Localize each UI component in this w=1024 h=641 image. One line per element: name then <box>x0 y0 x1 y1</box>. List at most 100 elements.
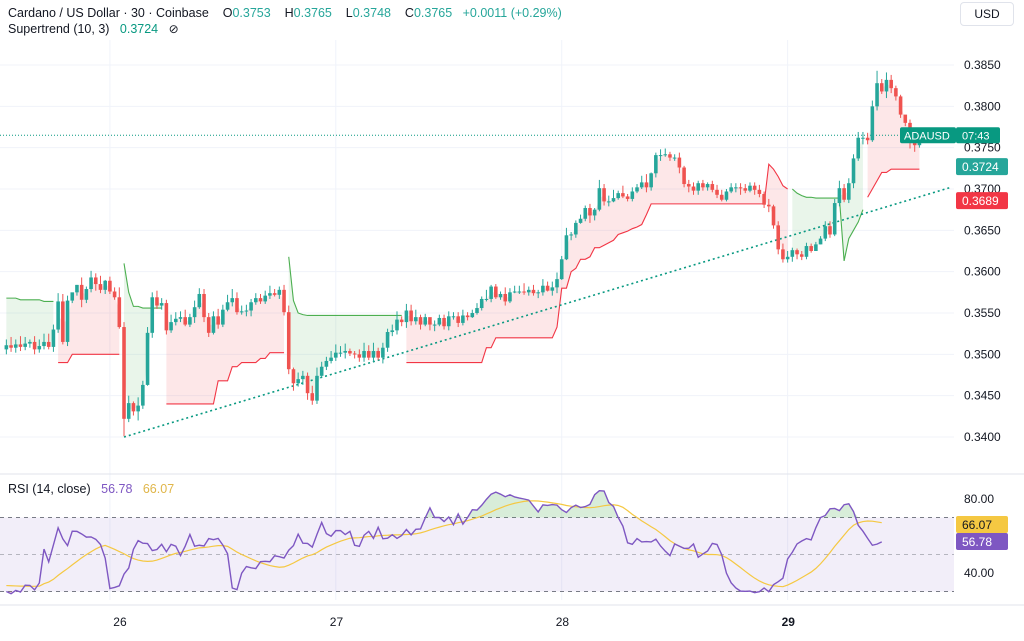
candle-body[interactable] <box>4 345 9 350</box>
candle-body[interactable] <box>272 293 277 295</box>
candle-body[interactable] <box>828 226 832 235</box>
candle-body[interactable] <box>56 301 60 330</box>
candle-body[interactable] <box>136 405 140 412</box>
candle-body[interactable] <box>221 309 225 325</box>
candle-body[interactable] <box>103 280 107 290</box>
candle-body[interactable] <box>724 191 729 200</box>
rsi-label[interactable]: RSI (14, close) <box>8 482 91 496</box>
candle-body[interactable] <box>437 317 442 325</box>
candle-body[interactable] <box>366 351 371 358</box>
candle-body[interactable] <box>18 344 23 347</box>
candle-body[interactable] <box>606 201 611 203</box>
candle-body[interactable] <box>531 289 536 294</box>
candle-body[interactable] <box>569 234 573 236</box>
candle-body[interactable] <box>376 351 380 358</box>
candle-body[interactable] <box>743 188 748 191</box>
candle-body[interactable] <box>658 155 663 157</box>
candle-body[interactable] <box>310 393 315 401</box>
candle-body[interactable] <box>522 291 526 293</box>
candle-body[interactable] <box>597 188 602 210</box>
indicator-label[interactable]: Supertrend (10, 3) <box>8 22 110 36</box>
candle-body[interactable] <box>84 289 89 300</box>
candle-body[interactable] <box>879 83 884 92</box>
candle-body[interactable] <box>319 366 324 376</box>
candle-body[interactable] <box>578 218 583 223</box>
candle-body[interactable] <box>423 317 428 325</box>
candle-body[interactable] <box>639 182 644 188</box>
candle-body[interactable] <box>296 379 300 384</box>
candle-body[interactable] <box>705 184 710 188</box>
candle-body[interactable] <box>668 154 672 158</box>
candle-body[interactable] <box>414 317 418 322</box>
candle-body[interactable] <box>9 345 13 348</box>
candle-body[interactable] <box>616 193 620 199</box>
candle-body[interactable] <box>173 318 178 323</box>
eye-off-icon[interactable]: ⊘ <box>168 22 179 36</box>
candle-body[interactable] <box>757 189 762 194</box>
candle-body[interactable] <box>28 341 32 344</box>
candle-body[interactable] <box>701 183 705 188</box>
candle-body[interactable] <box>46 341 51 347</box>
candle-body[interactable] <box>494 286 498 298</box>
candle-body[interactable] <box>489 286 493 299</box>
candle-body[interactable] <box>202 293 206 318</box>
candle-body[interactable] <box>856 137 861 159</box>
candle-body[interactable] <box>263 295 267 302</box>
candle-body[interactable] <box>818 238 823 245</box>
candle-body[interactable] <box>875 83 879 107</box>
candle-body[interactable] <box>644 182 649 188</box>
candle-body[interactable] <box>225 302 230 310</box>
candle-body[interactable] <box>776 225 781 250</box>
candle-body[interactable] <box>767 204 771 207</box>
candle-body[interactable] <box>635 187 639 192</box>
candle-body[interactable] <box>112 291 117 298</box>
candle-body[interactable] <box>903 114 908 123</box>
candle-body[interactable] <box>239 311 244 313</box>
candle-body[interactable] <box>536 292 540 294</box>
candle-body[interactable] <box>583 208 588 219</box>
candle-body[interactable] <box>654 155 658 174</box>
candle-body[interactable] <box>206 317 211 333</box>
candle-body[interactable] <box>804 246 809 257</box>
candle-body[interactable] <box>93 277 98 285</box>
candle-body[interactable] <box>832 203 837 235</box>
candle-body[interactable] <box>564 235 569 260</box>
candle-body[interactable] <box>592 209 597 216</box>
candle-body[interactable] <box>141 384 145 406</box>
candle-body[interactable] <box>385 332 390 348</box>
candle-body[interactable] <box>178 317 183 319</box>
candle-body[interactable] <box>541 285 545 293</box>
candle-body[interactable] <box>503 293 508 302</box>
candle-body[interactable] <box>710 184 715 190</box>
candle-body[interactable] <box>230 298 235 303</box>
candle-body[interactable] <box>211 316 216 333</box>
candle-body[interactable] <box>291 369 296 384</box>
candle-body[interactable] <box>442 317 446 327</box>
candle-body[interactable] <box>357 354 362 358</box>
candle-body[interactable] <box>555 279 559 288</box>
candle-body[interactable] <box>517 291 522 293</box>
candle-body[interactable] <box>324 360 329 367</box>
candle-body[interactable] <box>254 298 258 303</box>
candle-body[interactable] <box>588 208 592 216</box>
candle-body[interactable] <box>75 284 79 293</box>
candle-body[interactable] <box>649 173 653 188</box>
candle-body[interactable] <box>216 316 220 325</box>
candle-body[interactable] <box>663 154 668 156</box>
candle-body[interactable] <box>865 137 870 141</box>
candle-body[interactable] <box>715 189 719 195</box>
candle-body[interactable] <box>823 226 828 239</box>
candle-body[interactable] <box>399 319 404 323</box>
candle-body[interactable] <box>428 317 432 325</box>
candle-body[interactable] <box>851 158 856 184</box>
candle-body[interactable] <box>315 375 319 401</box>
candle-body[interactable] <box>65 300 70 342</box>
candle-body[interactable] <box>752 185 757 190</box>
candle-body[interactable] <box>13 344 18 348</box>
candle-body[interactable] <box>470 313 475 318</box>
candle-body[interactable] <box>498 293 503 298</box>
candle-body[interactable] <box>61 301 65 342</box>
candle-body[interactable] <box>630 191 635 199</box>
candle-body[interactable] <box>889 79 893 89</box>
candle-body[interactable] <box>258 298 263 302</box>
